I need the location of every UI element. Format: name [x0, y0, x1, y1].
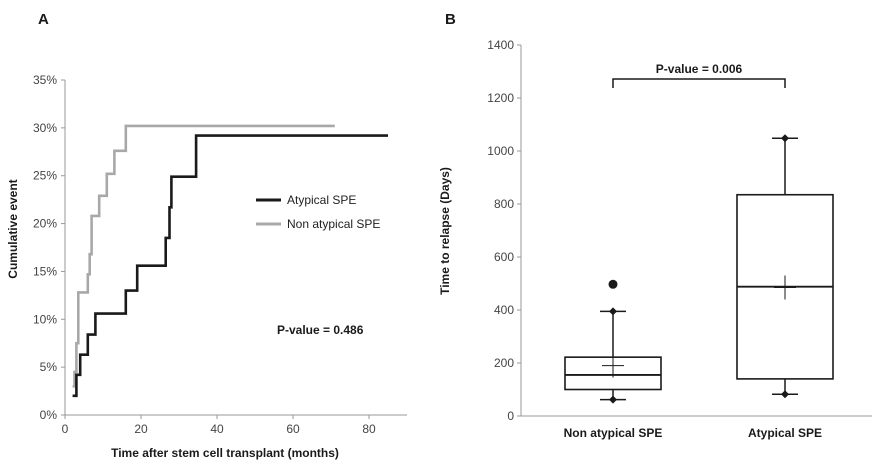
category-label: Non atypical SPE: [564, 426, 663, 440]
panel-a-y-axis-title: Cumulative event: [6, 179, 20, 278]
panel-b-y-tick-label: 1000: [487, 144, 514, 158]
panel-b-letter: B: [445, 11, 456, 28]
panel-b-y-tick-label: 1400: [487, 38, 514, 52]
panel-b-y-tick-label: 800: [494, 197, 514, 211]
panel-a-y-tick-label: 35%: [33, 73, 57, 87]
panel-b-boxes: Non atypical SPE Atypical SPE: [564, 134, 834, 440]
panel-b-axes: 0 200 400 600 800 1000 1200 1400: [487, 38, 872, 423]
panel-a-series: [72, 124, 388, 398]
significance-bracket: P-value = 0.006: [612, 62, 786, 88]
panel-a-x-tick-label: 80: [362, 422, 376, 436]
extreme-marker: [781, 134, 789, 143]
panel-a-x-tick-label: 40: [210, 422, 224, 436]
legend-label-non-atypical: Non atypical SPE: [287, 217, 380, 231]
panel-a-y-tick-label: 25%: [33, 169, 57, 183]
panel-a-chart: 0% 5% 10% 15% 20% 25% 30% 35% 0 20 40 60 80 Time aft…: [6, 73, 407, 460]
extreme-marker: [781, 390, 789, 399]
panel-a-x-tick-label: 60: [286, 422, 300, 436]
panel-a-legend: Atypical SPE Non atypical SPE: [256, 193, 380, 231]
panel-a-y-tick-label: 5%: [40, 360, 58, 374]
panel-a-axes: 0% 5% 10% 15% 20% 25% 30% 35% 0 20 40 60 80: [33, 73, 407, 436]
legend-label-atypical: Atypical SPE: [287, 193, 356, 207]
panel-a-y-tick-label: 15%: [33, 264, 57, 278]
panel-b-y-tick-label: 0: [507, 409, 514, 423]
category-label: Atypical SPE: [748, 426, 822, 440]
extreme-marker: [609, 307, 617, 316]
box-atypical: Atypical SPE: [736, 134, 834, 440]
outlier-point: [608, 279, 618, 289]
panel-a-x-tick-label: 20: [134, 422, 148, 436]
panel-a-x-axis-title: Time after stem cell transplant (months): [111, 446, 339, 460]
panel-b-y-tick-label: 600: [494, 250, 514, 264]
panel-b-p-value: P-value = 0.006: [656, 62, 743, 76]
series-line-atypical: [72, 134, 388, 398]
panel-a-letter: A: [38, 11, 49, 28]
panel-a-x-tick-label: 0: [62, 422, 69, 436]
extreme-marker: [609, 395, 617, 404]
panel-b-y-tick-label: 200: [494, 356, 514, 370]
panel-a-y-tick-label: 20%: [33, 217, 57, 231]
panel-b-y-tick-label: 400: [494, 303, 514, 317]
panel-b-chart: 0 200 400 600 800 1000 1200 1400 Non atypical S…: [438, 38, 872, 440]
panel-a-y-tick-label: 0%: [40, 408, 58, 422]
panel-a-y-tick-label: 10%: [33, 312, 57, 326]
series-line-non-atypical: [72, 124, 335, 388]
panel-a-y-tick-label: 30%: [33, 121, 57, 135]
panel-a-p-value: P-value = 0.486: [277, 323, 364, 337]
panel-b-y-tick-label: 1200: [487, 91, 514, 105]
panel-b-y-axis-title: Time to relapse (Days): [438, 167, 452, 295]
box-non-atypical: Non atypical SPE: [564, 279, 663, 440]
significance-bracket-line: [612, 78, 786, 88]
